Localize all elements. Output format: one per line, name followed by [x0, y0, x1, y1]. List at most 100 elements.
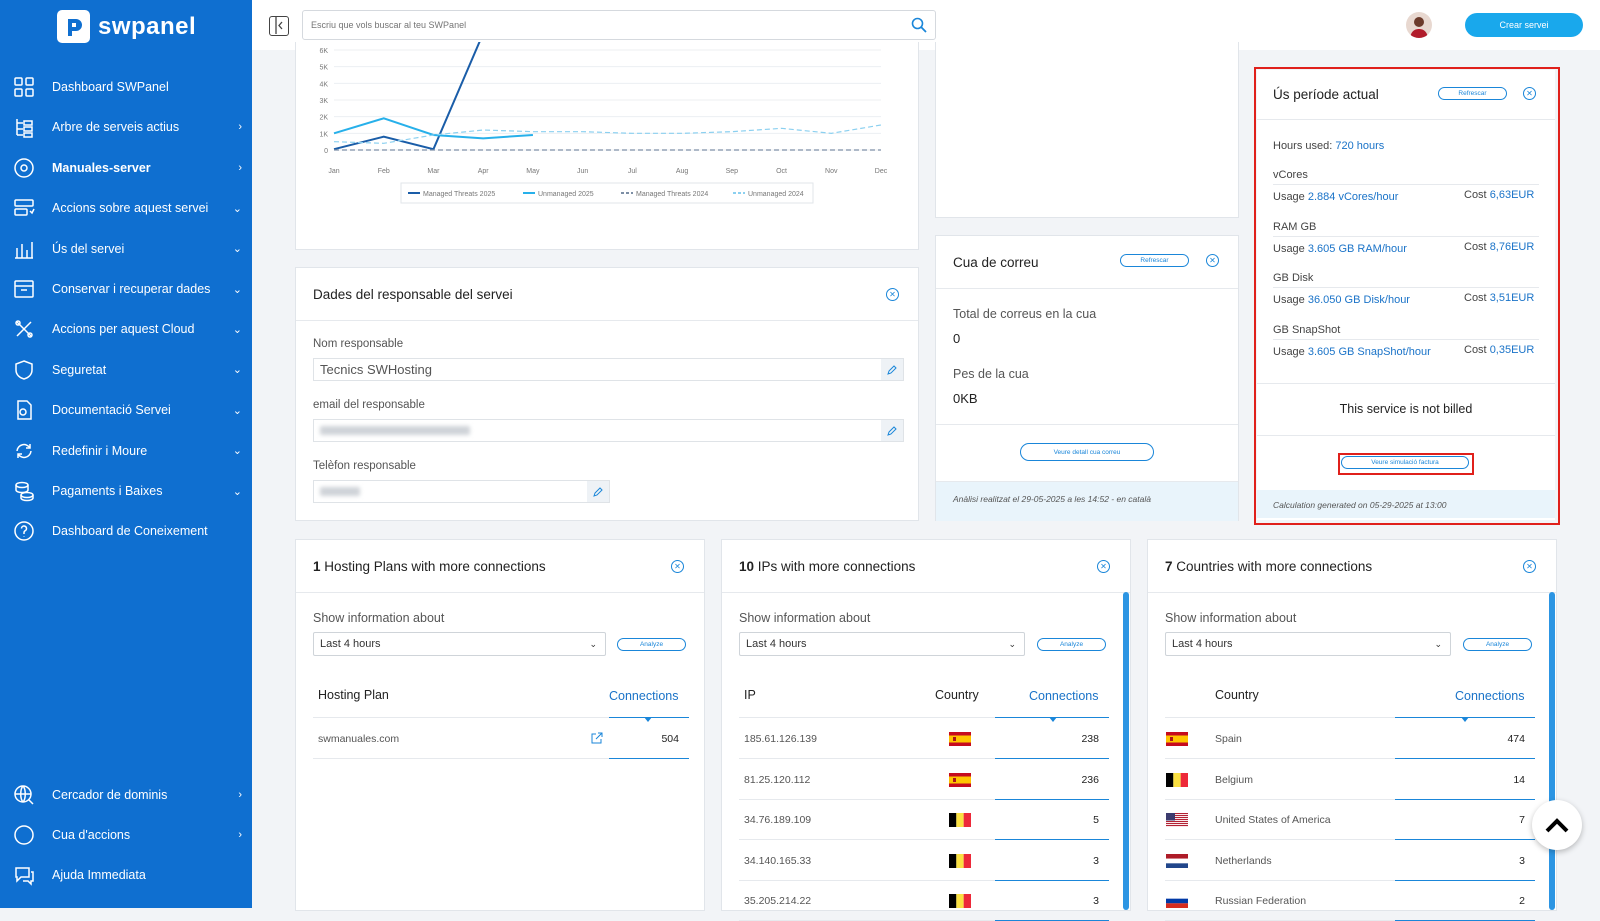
collapse-sidebar-icon[interactable] — [269, 16, 289, 36]
cost-label: Cost — [1464, 189, 1487, 201]
col-connections[interactable]: Connections — [609, 689, 679, 703]
cost-label: Cost — [1464, 344, 1487, 356]
flag-be-icon — [949, 894, 971, 908]
period-select[interactable]: Last 4 hours ⌄ — [1165, 632, 1451, 656]
chevron-icon: ⌄ — [232, 485, 242, 498]
search-icon[interactable] — [911, 17, 927, 38]
y-tick-label: 1K — [319, 131, 328, 138]
col-connections[interactable]: Connections — [1029, 689, 1099, 703]
country-name: United States of America — [1215, 814, 1331, 826]
ip-address: 35.205.214.22 — [744, 895, 812, 907]
sidebar-item-2-main[interactable]: Manuales-server › — [0, 148, 252, 188]
y-tick-label: 5K — [319, 65, 328, 72]
legend-entry: Managed Threats 2024 — [636, 191, 708, 198]
coins-icon — [13, 480, 35, 502]
refresh-button[interactable]: Refrescar — [1438, 87, 1507, 100]
sidebar-item-label: Cua d'accions — [52, 828, 131, 842]
sidebar-item-0-main[interactable]: Dashboard SWPanel — [0, 67, 252, 107]
x-tick-label: May — [526, 168, 540, 175]
x-tick-label: Jun — [577, 168, 588, 175]
col-connections[interactable]: Connections — [1455, 689, 1525, 703]
hours-label: Hours used: — [1273, 140, 1333, 152]
vcores-usage: 2.884 vCores/hour — [1307, 191, 1399, 203]
x-tick-label: Aug — [676, 168, 689, 175]
legend-entry: Managed Threats 2025 — [423, 191, 495, 198]
refresh-button[interactable]: Refrescar — [1120, 254, 1189, 267]
edit-pencil-icon[interactable] — [881, 359, 903, 380]
sidebar-item-label: Ajuda Immediata — [52, 868, 146, 882]
sidebar-item-5-main[interactable]: Conservar i recuperar dades ⌄ — [0, 269, 252, 309]
sidebar-item-label: Dashboard de Coneixement — [52, 524, 208, 539]
mail-queue-title: Cua de correu — [953, 255, 1039, 270]
close-icon[interactable]: ✕ — [671, 560, 684, 573]
sidebar-item-label: Pagaments i Baixes — [52, 484, 163, 498]
email-field[interactable] — [313, 419, 904, 442]
snapshot-cost: 0,35EUR — [1489, 344, 1535, 356]
sidebar-item-6-main[interactable]: Accions per aquest Cloud ⌄ — [0, 309, 252, 349]
close-icon[interactable]: ✕ — [1206, 254, 1219, 267]
sidebar-item-label: Accions per aquest Cloud — [52, 322, 195, 337]
logo[interactable]: swpanel — [57, 10, 196, 43]
ips-card: 10 IPs with more connections ✕ Show info… — [721, 539, 1131, 921]
usage-label: Usage — [1273, 294, 1305, 306]
external-link-icon[interactable] — [591, 732, 603, 744]
scrollbar[interactable] — [1123, 592, 1129, 910]
sidebar-item-1-bottom[interactable]: Cua d'accions › — [0, 815, 252, 855]
close-icon[interactable]: ✕ — [886, 288, 899, 301]
chevron-icon: ⌄ — [232, 404, 242, 417]
col-hosting-plan: Hosting Plan — [318, 688, 389, 702]
brand-name: swpanel — [98, 12, 197, 40]
period-select[interactable]: Last 4 hours ⌄ — [313, 632, 606, 656]
sort-indicator-icon — [1461, 717, 1469, 722]
tel-field[interactable] — [313, 480, 610, 503]
sidebar-item-2-bottom[interactable]: Ajuda Immediata — [0, 855, 252, 895]
snapshot-usage: 3.605 GB SnapShot/hour — [1307, 346, 1431, 358]
chevron-icon: › — [238, 829, 242, 841]
sidebar-item-8-main[interactable]: Documentació Servei ⌄ — [0, 390, 252, 430]
analysis-card-top — [935, 42, 1239, 218]
analyze-button[interactable]: Analyze — [1463, 638, 1532, 651]
nom-field[interactable]: Tecnics SWHosting — [313, 358, 904, 381]
sidebar-item-4-main[interactable]: Ús del servei ⌄ — [0, 229, 252, 269]
hours-value: 720 hours — [1335, 140, 1385, 152]
email-label: email del responsable — [313, 399, 425, 411]
period-select[interactable]: Last 4 hours ⌄ — [739, 632, 1025, 656]
ip-connections: 3 — [1093, 854, 1099, 867]
sidebar-item-label: Manuales-server — [52, 160, 151, 175]
edit-pencil-icon[interactable] — [587, 481, 609, 502]
sidebar-item-9-main[interactable]: Redefinir i Moure ⌄ — [0, 431, 252, 471]
create-service-button[interactable]: Crear servei — [1465, 13, 1583, 37]
flag-es-icon — [1166, 732, 1188, 746]
sidebar-item-3-main[interactable]: Accions sobre aquest servei ⌄ — [0, 188, 252, 228]
edit-pencil-icon[interactable] — [881, 420, 903, 441]
close-icon[interactable]: ✕ — [1097, 560, 1110, 573]
sidebar-item-label: Ús del servei — [52, 241, 125, 256]
chevron-down-icon: ⌄ — [1434, 638, 1442, 649]
close-icon[interactable]: ✕ — [1523, 560, 1536, 573]
search-box — [302, 10, 936, 40]
scroll-to-top-button[interactable] — [1532, 800, 1582, 850]
hosting-row-name: swmanuales.com — [318, 733, 400, 745]
tree-icon — [13, 116, 35, 139]
scrollbar[interactable] — [1549, 592, 1555, 910]
sidebar-item-7-main[interactable]: Seguretat ⌄ — [0, 350, 252, 390]
sidebar-item-10-main[interactable]: Pagaments i Baixes ⌄ — [0, 471, 252, 511]
sidebar-item-11-main[interactable]: Dashboard de Coneixement — [0, 511, 252, 551]
close-icon[interactable]: ✕ — [1523, 87, 1536, 100]
sidebar-item-1-main[interactable]: Arbre de serveis actius › — [0, 107, 252, 147]
user-avatar[interactable] — [1406, 12, 1432, 38]
mail-detail-button[interactable]: Veure detall cua correu — [1020, 443, 1154, 461]
flag-be-icon — [949, 813, 971, 827]
ip-connections: 236 — [1081, 773, 1099, 786]
invoice-simulation-button[interactable]: Veure simulació factura — [1341, 456, 1469, 469]
search-input[interactable] — [303, 11, 883, 39]
country-name: Netherlands — [1215, 854, 1272, 867]
analyze-button[interactable]: Analyze — [617, 638, 686, 651]
grid-icon — [13, 76, 35, 98]
nom-label: Nom responsable — [313, 338, 404, 350]
circle-icon — [13, 824, 35, 846]
analyze-button[interactable]: Analyze — [1037, 638, 1106, 651]
nom-value: Tecnics SWHosting — [320, 362, 432, 377]
show-info-label: Show information about — [313, 611, 445, 625]
sidebar-item-0-bottom[interactable]: Cercador de dominis › — [0, 775, 252, 815]
